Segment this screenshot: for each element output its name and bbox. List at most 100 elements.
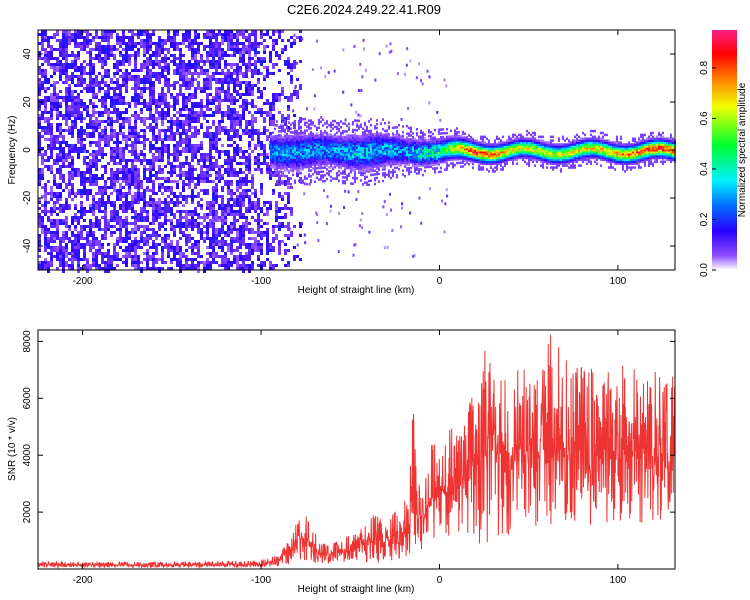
- noise-cell: [230, 144, 233, 147]
- noise-cell: [278, 222, 281, 225]
- noise-cell: [266, 243, 269, 246]
- noise-cell: [185, 141, 188, 144]
- noise-cell: [146, 210, 149, 213]
- noise-cell: [245, 264, 248, 267]
- noise-cell: [83, 36, 86, 39]
- noise-cell: [131, 180, 134, 183]
- signal-cell: [293, 179, 296, 183]
- noise-cell: [50, 96, 53, 99]
- noise-cell: [296, 243, 299, 247]
- signal-cell: [347, 143, 350, 147]
- noise-cell: [354, 242, 357, 246]
- signal-cell: [321, 118, 324, 122]
- signal-cell: [337, 127, 340, 131]
- noise-cell: [116, 153, 119, 156]
- noise-cell: [185, 177, 188, 180]
- noise-cell: [146, 225, 149, 228]
- signal-cell: [319, 137, 322, 141]
- noise-cell: [215, 144, 218, 147]
- noise-cell: [155, 213, 158, 216]
- noise-cell: [104, 90, 107, 93]
- noise-cell: [188, 210, 191, 213]
- noise-cell: [41, 129, 44, 132]
- noise-cell: [221, 99, 224, 102]
- noise-cell: [68, 93, 71, 96]
- noise-cell: [191, 147, 194, 150]
- noise-cell: [245, 87, 248, 90]
- noise-cell: [113, 231, 116, 234]
- noise-cell: [263, 45, 266, 51]
- signal-cell: [305, 150, 308, 153]
- signal-cell: [317, 172, 320, 176]
- noise-cell: [218, 240, 221, 243]
- noise-cell: [254, 42, 257, 48]
- noise-cell: [206, 135, 209, 138]
- noise-cell: [290, 207, 293, 213]
- signal-cell: [301, 181, 304, 184]
- noise-cell: [233, 123, 236, 126]
- noise-cell: [98, 186, 101, 189]
- noise-cell: [188, 84, 191, 90]
- signal-cell: [321, 162, 324, 166]
- noise-cell: [104, 138, 107, 144]
- noise-cell: [131, 75, 134, 81]
- signal-cell: [333, 144, 336, 148]
- noise-cell: [137, 93, 140, 96]
- noise-cell: [176, 93, 179, 96]
- signal-cell: [319, 130, 322, 133]
- noise-cell: [44, 111, 47, 114]
- noise-cell: [278, 93, 281, 96]
- noise-cell: [128, 150, 131, 153]
- noise-cell: [131, 114, 134, 117]
- noise-cell: [116, 258, 119, 261]
- noise-cell: [128, 75, 131, 78]
- noise-cell: [122, 39, 125, 42]
- noise-cell: [77, 66, 80, 69]
- noise-cell: [107, 243, 110, 246]
- signal-cell: [271, 139, 274, 142]
- noise-cell: [209, 138, 212, 141]
- noise-cell: [92, 198, 95, 201]
- signal-cell: [287, 144, 290, 147]
- noise-cell: [125, 48, 128, 54]
- signal-cell: [291, 167, 294, 171]
- noise-cell: [209, 141, 212, 144]
- noise-cell: [299, 234, 302, 237]
- noise-cell: [101, 39, 104, 42]
- noise-cell: [77, 240, 80, 243]
- noise-cell: [128, 102, 131, 105]
- noise-cell: [62, 147, 65, 150]
- signal-cell: [295, 129, 298, 133]
- noise-cell: [80, 195, 83, 198]
- noise-cell: [200, 216, 203, 219]
- signal-cell: [343, 176, 346, 179]
- noise-cell: [164, 180, 167, 183]
- noise-cell: [164, 93, 167, 96]
- noise-cell: [197, 132, 200, 135]
- signal-cell: [291, 146, 294, 150]
- noise-cell: [182, 198, 185, 201]
- noise-cell: [215, 195, 218, 201]
- noise-cell: [80, 234, 83, 240]
- signal-cell: [371, 138, 374, 142]
- signal-cell: [373, 157, 376, 161]
- noise-cell: [209, 132, 212, 138]
- noise-cell: [56, 153, 59, 156]
- noise-cell: [206, 108, 209, 111]
- noise-cell: [185, 114, 188, 120]
- signal-cell: [359, 146, 362, 150]
- signal-cell: [279, 166, 282, 170]
- signal-cell: [321, 131, 324, 135]
- noise-cell: [44, 201, 47, 207]
- noise-cell: [62, 141, 65, 144]
- signal-cell: [271, 166, 274, 169]
- signal-cell: [307, 142, 310, 146]
- signal-cell: [345, 134, 348, 137]
- noise-cell: [254, 54, 257, 57]
- noise-cell: [116, 180, 119, 183]
- noise-cell: [65, 81, 68, 84]
- signal-cell: [375, 136, 378, 139]
- signal-cell: [361, 131, 364, 134]
- noise-cell: [140, 246, 143, 249]
- noise-cell: [65, 201, 68, 204]
